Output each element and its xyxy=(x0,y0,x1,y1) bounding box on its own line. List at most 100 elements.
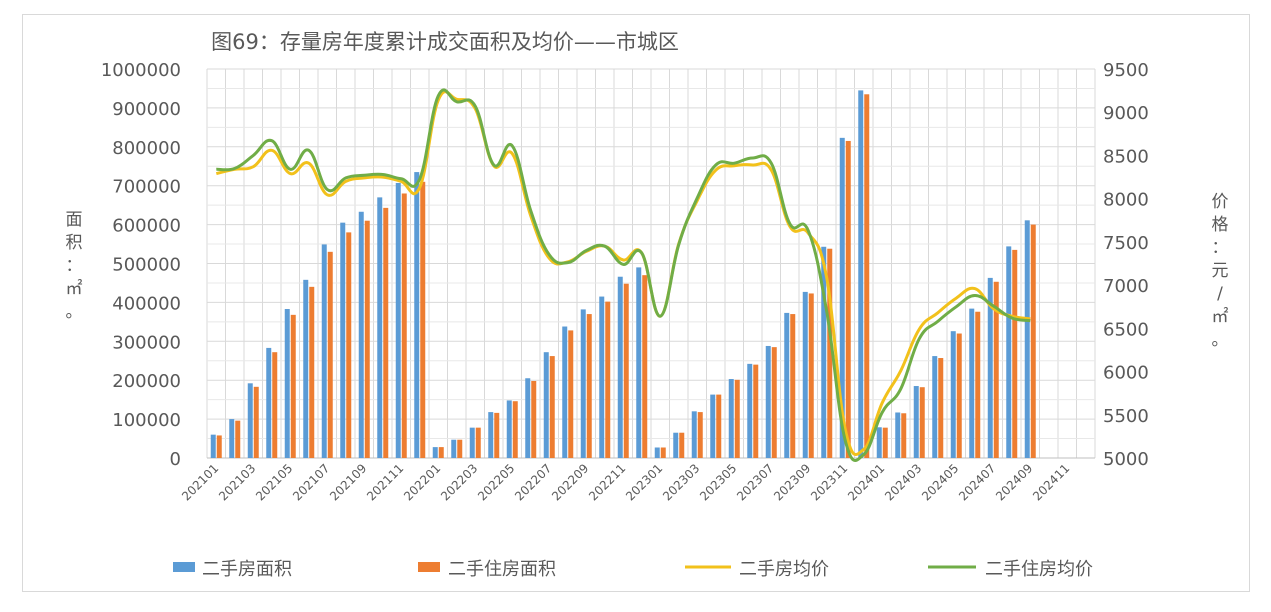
bar-series-0-202407 xyxy=(987,277,993,458)
bar-series-1-202102 xyxy=(235,420,241,458)
bar-series-1-202104 xyxy=(272,352,278,458)
legend-swatch-series-0 xyxy=(173,562,195,572)
x-tick-label-16: 202309 xyxy=(771,461,813,503)
y2-tick-label-7: 8500 xyxy=(1103,146,1149,167)
y2-axis-label: 价格：元/㎡。 xyxy=(1212,192,1229,350)
bar-series-0-202301 xyxy=(654,447,660,458)
bar-series-1-202312 xyxy=(864,94,870,458)
line-series-2 xyxy=(215,90,1031,456)
bar-series-0-202106 xyxy=(303,279,309,458)
bar-series-1-202401 xyxy=(882,427,888,458)
legend: 二手房面积 二手住房面积 二手房均价 二手住房均价 xyxy=(173,559,1093,580)
y-axis-label: 面积：㎡。 xyxy=(66,210,83,322)
bar-series-1-202209 xyxy=(586,314,592,458)
x-tick-label-10: 202209 xyxy=(549,461,591,503)
bar-series-1-202308 xyxy=(790,314,796,458)
bar-series-1-202212 xyxy=(642,275,648,458)
chart-frame: 0 100000 200000 300000 400000 500000 600000 700… xyxy=(22,14,1250,592)
x-tick-label-9: 202207 xyxy=(512,461,554,503)
y-tick-label-7: 700000 xyxy=(112,177,181,198)
x-tick-label-1: 202103 xyxy=(216,461,258,503)
x-tick-label-13: 202303 xyxy=(660,461,702,503)
x-tick-label-12: 202301 xyxy=(623,461,665,503)
x-tick-label-8: 202205 xyxy=(475,461,517,503)
bar-series-1-202109 xyxy=(364,220,370,458)
bar-series-0-202305 xyxy=(728,379,734,458)
bar-series-0-202101 xyxy=(210,434,216,458)
bar-series-0-202409 xyxy=(1024,220,1030,458)
bar-series-1-202302 xyxy=(679,432,685,458)
y-tick-label-3: 300000 xyxy=(112,332,181,353)
legend-label-series-3: 二手住房均价 xyxy=(985,559,1093,580)
bar-series-0-202307 xyxy=(765,345,771,458)
line-series xyxy=(215,88,1031,462)
x-tick-label-5: 202111 xyxy=(364,461,406,503)
bar-series-0-202103 xyxy=(247,383,253,458)
bar-series-1-202101 xyxy=(216,435,222,458)
bar-series-1-202202 xyxy=(457,439,463,458)
bar-series-1-202306 xyxy=(753,364,759,458)
bar-series-1-202201 xyxy=(438,447,444,458)
bar-series-1-202407 xyxy=(993,281,999,458)
bar-series-1-202110 xyxy=(383,207,389,458)
bar-series-0-202108 xyxy=(340,222,346,458)
bar-series-0-202311 xyxy=(839,137,845,458)
horizontal-gridlines xyxy=(207,68,1095,459)
bar-series-0-202204 xyxy=(488,412,494,458)
bar-series-0-202210 xyxy=(599,296,605,458)
y-tick-label-4: 400000 xyxy=(112,293,181,314)
bar-series-0-202102 xyxy=(229,419,235,458)
bar-series-1-202304 xyxy=(716,394,722,458)
legend-item-series-1: 二手住房面积 xyxy=(418,559,556,580)
legend-item-series-2: 二手房均价 xyxy=(685,559,829,580)
bar-series-1-202111 xyxy=(401,193,407,459)
bar-series-0-202304 xyxy=(710,394,716,458)
y-tick-label-1: 100000 xyxy=(112,410,181,431)
y2-tick-label-6: 8000 xyxy=(1103,190,1149,211)
y2-tick-label-4: 7000 xyxy=(1103,276,1149,297)
y2-tick-label-3: 6500 xyxy=(1103,319,1149,340)
x-tick-label-11: 202211 xyxy=(586,461,628,503)
bar-series-1-202105 xyxy=(290,314,296,458)
chart-title: 图69：存量房年度累计成交面积及均价——市城区 xyxy=(211,30,679,54)
bar-series-1-202106 xyxy=(309,286,315,458)
bar-series-0-202312 xyxy=(858,90,864,459)
bar-series-1-202405 xyxy=(956,333,962,458)
x-tick-label-15: 202307 xyxy=(734,461,776,503)
x-tick-label-0: 202101 xyxy=(179,461,221,503)
bar-series-0-202408 xyxy=(1006,246,1012,458)
bar-series-0-202109 xyxy=(358,211,364,458)
bar-series-1-202206 xyxy=(531,380,537,458)
bar-series-1-202311 xyxy=(845,140,851,458)
legend-item-series-3: 二手住房均价 xyxy=(928,559,1093,580)
bar-series-1-202402 xyxy=(901,413,907,458)
bar-series-1-202205 xyxy=(512,401,518,458)
bar-series-1-202210 xyxy=(605,301,611,458)
bar-series-0-202205 xyxy=(506,400,512,458)
bar-series-1-202208 xyxy=(568,330,574,458)
bar-series-1-202301 xyxy=(660,447,666,458)
y-tick-label-10: 1000000 xyxy=(101,60,181,81)
x-tick-label-6: 202201 xyxy=(401,461,443,503)
bar-series-1-202309 xyxy=(808,293,814,458)
bar-series-0-202302 xyxy=(673,432,679,458)
bar-series-0-202202 xyxy=(451,439,457,458)
bar-series-1-202403 xyxy=(919,387,925,458)
bar-series-0-202310 xyxy=(821,246,827,458)
y-tick-label-0: 0 xyxy=(170,449,181,470)
bar-series-0-202111 xyxy=(395,182,401,459)
x-tick-label-22: 202409 xyxy=(993,461,1035,503)
y2-tick-label-0: 5000 xyxy=(1103,449,1149,470)
y2-tick-label-9: 9500 xyxy=(1103,60,1149,81)
x-tick-label-3: 202107 xyxy=(290,461,332,503)
y-tick-label-8: 800000 xyxy=(112,138,181,159)
x-tick-label-19: 202403 xyxy=(882,461,924,503)
legend-swatch-series-1 xyxy=(418,562,440,572)
bar-series xyxy=(210,90,1036,459)
bar-series-1-202203 xyxy=(475,427,481,458)
x-tick-label-2: 202105 xyxy=(253,461,295,503)
x-tick-label-23: 202411 xyxy=(1030,461,1072,503)
x-tick-label-21: 202407 xyxy=(956,461,998,503)
y2-tick-label-5: 7500 xyxy=(1103,233,1149,254)
legend-label-series-1: 二手住房面积 xyxy=(448,559,556,580)
